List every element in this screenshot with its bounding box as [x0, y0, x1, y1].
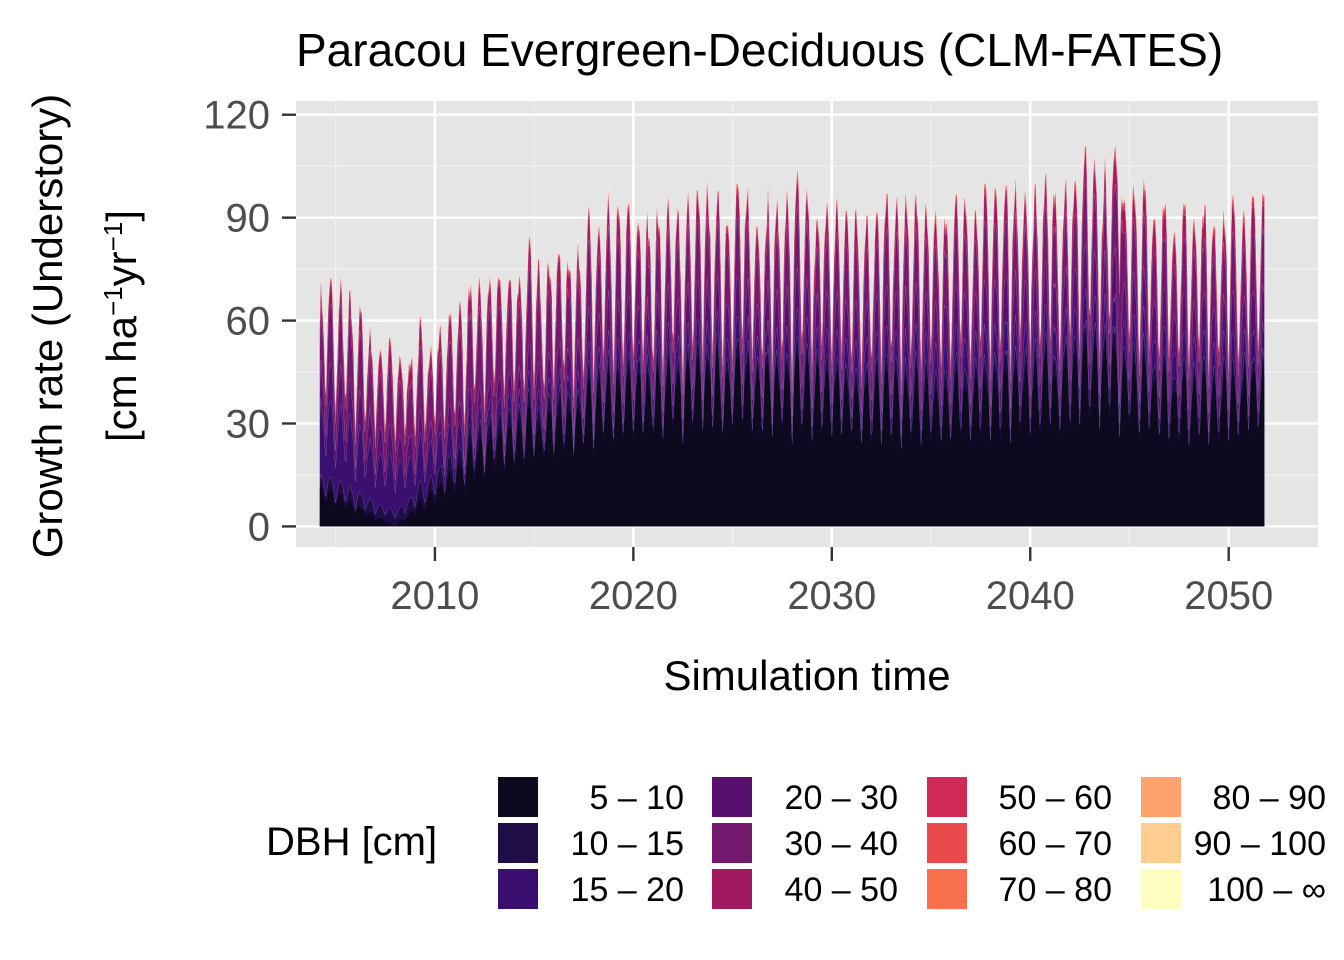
y-axis-label-line1: Growth rate (Understory) [24, 94, 71, 558]
legend: 5 – 10 10 – 15 15 – 20 20 – 30 30 – 40 40 – 5… [496, 775, 1326, 911]
legend-label: 20 – 30 [785, 779, 898, 817]
legend-label: 5 – 10 [589, 779, 684, 817]
legend-label: 10 – 15 [571, 825, 684, 863]
y-axis-label: Growth rate (Understory) [cm ha−1yr−1] [24, 94, 145, 558]
legend-swatch [1139, 775, 1183, 819]
x-axis: 2010 2020 2030 2040 2050 [390, 547, 1273, 618]
legend-swatch [1139, 821, 1183, 865]
legend-swatch [710, 821, 754, 865]
chart-title: Paracou Evergreen-Deciduous (CLM-FATES) [296, 24, 1223, 76]
x-tick-label: 2040 [986, 574, 1075, 618]
legend-swatch [925, 867, 969, 911]
legend-swatch [496, 775, 540, 819]
legend-label: 15 – 20 [571, 871, 684, 909]
legend-swatch [925, 821, 969, 865]
legend-swatch [496, 867, 540, 911]
x-tick-label: 2050 [1184, 574, 1273, 618]
legend-swatch [925, 775, 969, 819]
legend-title: DBH [cm] [266, 820, 437, 864]
legend-label: 90 – 100 [1194, 825, 1326, 863]
y-axis-label-line2: [cm ha−1yr−1] [98, 210, 145, 442]
area-5-10 [319, 339, 1265, 527]
x-tick-label: 2030 [787, 574, 876, 618]
y-tick-label: 90 [226, 197, 271, 241]
legend-swatch [710, 775, 754, 819]
y-axis: 0 30 60 90 120 [203, 94, 296, 549]
y-tick-label: 0 [248, 505, 270, 549]
legend-swatch [496, 821, 540, 865]
legend-label: 30 – 40 [785, 825, 898, 863]
legend-swatch [710, 867, 754, 911]
y-tick-label: 30 [226, 402, 271, 446]
y-tick-label: 60 [226, 300, 271, 344]
legend-label: 40 – 50 [785, 871, 898, 909]
x-tick-label: 2020 [589, 574, 678, 618]
legend-label: 50 – 60 [999, 779, 1112, 817]
legend-swatch [1139, 867, 1183, 911]
stacked-areas [319, 143, 1265, 527]
legend-label: 80 – 90 [1213, 779, 1326, 817]
x-tick-label: 2010 [390, 574, 479, 618]
legend-label: 70 – 80 [999, 871, 1112, 909]
legend-label: 60 – 70 [999, 825, 1112, 863]
y-tick-label: 120 [203, 94, 270, 138]
legend-label: 100 – ∞ [1207, 871, 1326, 909]
x-axis-label: Simulation time [663, 652, 950, 699]
